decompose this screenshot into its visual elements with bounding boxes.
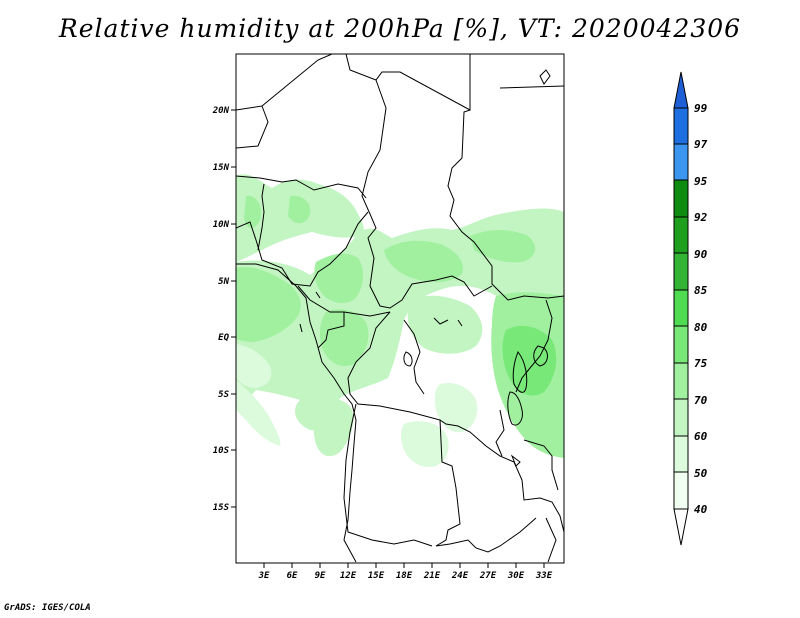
map-title: Relative humidity at 200hPa [%], VT: 202… bbox=[58, 14, 742, 43]
colorbar-label-40: 40 bbox=[694, 503, 708, 516]
grads-credit: GrADS: IGES/COLA bbox=[4, 603, 91, 613]
colorbar-top-arrow bbox=[673, 71, 689, 109]
colorbar-label-97: 97 bbox=[694, 138, 708, 151]
colorbar-label-50: 50 bbox=[694, 467, 708, 480]
colorbar-swatch-95 bbox=[673, 179, 689, 218]
lon-label-30E: 30E bbox=[507, 571, 525, 581]
lat-label-10N: 10N bbox=[213, 220, 230, 230]
lat-label-5N: 5N bbox=[218, 277, 229, 287]
colorbar-swatch-50 bbox=[673, 471, 689, 510]
humidity-shading bbox=[236, 174, 564, 468]
colorbar-label-95: 95 bbox=[694, 175, 708, 188]
lon-label-15E: 15E bbox=[368, 571, 385, 581]
lon-label-6E: 6E bbox=[287, 571, 298, 581]
map-frame bbox=[235, 53, 565, 564]
colorbar-label-99: 99 bbox=[694, 102, 708, 115]
lat-label-EQ: EQ bbox=[218, 333, 229, 343]
colorbar-label-75: 75 bbox=[694, 357, 708, 370]
colorbar-label-70: 70 bbox=[694, 394, 708, 407]
lon-label-9E: 9E bbox=[315, 571, 326, 581]
colorbar-label-90: 90 bbox=[694, 248, 708, 261]
lat-label-15N: 15N bbox=[213, 163, 230, 173]
lon-label-27E: 27E bbox=[479, 571, 497, 581]
latitude-ticks bbox=[231, 109, 236, 508]
colorbar-swatch-97 bbox=[673, 143, 689, 181]
lat-label-5S: 5S bbox=[218, 390, 229, 400]
colorbar-bottom-arrow bbox=[673, 508, 689, 546]
lon-label-3E: 3E bbox=[258, 571, 270, 581]
colorbar-label-80: 80 bbox=[694, 321, 708, 334]
lon-label-21E: 21E bbox=[423, 571, 441, 581]
colorbar-label-92: 92 bbox=[694, 211, 708, 224]
colorbar bbox=[673, 71, 689, 546]
colorbar-swatch-99 bbox=[673, 107, 689, 145]
lat-label-20N: 20N bbox=[212, 106, 230, 116]
lat-label-10S: 10S bbox=[213, 446, 230, 456]
colorbar-swatch-80 bbox=[673, 325, 689, 364]
longitude-ticks bbox=[263, 563, 545, 568]
lon-label-12E: 12E bbox=[340, 571, 357, 581]
colorbar-swatch-70 bbox=[673, 398, 689, 437]
lon-label-24E: 24E bbox=[451, 571, 469, 581]
colorbar-swatch-92 bbox=[673, 216, 689, 254]
lon-label-18E: 18E bbox=[396, 571, 413, 581]
colorbar-swatch-90 bbox=[673, 252, 689, 291]
lon-label-33E: 33E bbox=[535, 571, 553, 581]
colorbar-label-85: 85 bbox=[694, 284, 708, 297]
colorbar-label-60: 60 bbox=[694, 430, 708, 443]
lat-label-15S: 15S bbox=[213, 503, 230, 513]
colorbar-swatch-85 bbox=[673, 289, 689, 327]
colorbar-swatch-60 bbox=[673, 435, 689, 473]
colorbar-swatch-75 bbox=[673, 362, 689, 400]
lakes bbox=[299, 69, 551, 467]
